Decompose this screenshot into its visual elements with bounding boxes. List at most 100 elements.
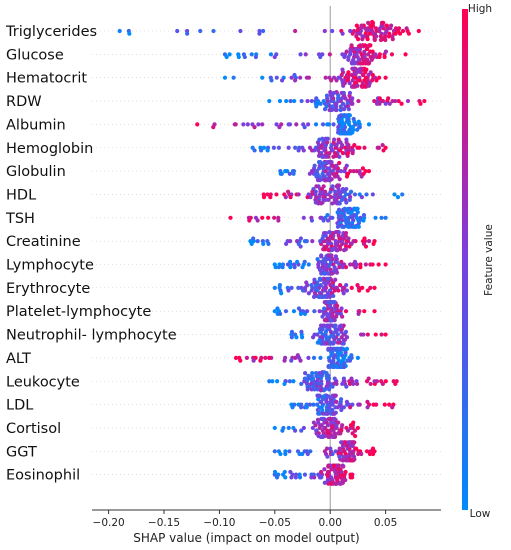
shap-dot (368, 70, 373, 75)
shap-dot (347, 113, 352, 118)
shap-dot (272, 425, 277, 431)
shap-dot (322, 178, 327, 183)
x-tick-label: −0.20 (93, 517, 125, 529)
shap-dot (333, 449, 338, 454)
shap-dot (343, 469, 348, 475)
shap-dot (318, 388, 324, 393)
shap-dot (333, 353, 338, 358)
shap-dot (335, 130, 341, 135)
shap-dot (338, 107, 343, 113)
shap-dot (356, 119, 361, 124)
shap-dot (195, 122, 200, 127)
shap-dot (329, 361, 334, 366)
shap-dot (322, 306, 327, 311)
shap-dot (340, 67, 345, 72)
shap-dot (302, 376, 307, 381)
x-tick-label: 0.00 (319, 517, 342, 529)
shap-dot (322, 271, 327, 276)
shap-dot (315, 257, 320, 262)
shap-dot (326, 271, 331, 276)
shap-dot (365, 26, 370, 31)
shap-dot (245, 122, 250, 127)
shap-dot (233, 355, 239, 360)
shap-dot (338, 397, 344, 402)
shap-dot (355, 283, 360, 288)
shap-dot (259, 148, 264, 153)
shap-dot (238, 358, 243, 363)
shap-dot (362, 309, 367, 314)
shap-dot (276, 265, 281, 270)
feature-label: Albumin (6, 117, 66, 133)
shap-dot (319, 434, 324, 440)
shap-dot (292, 265, 297, 270)
shap-dot (317, 137, 322, 142)
shap-dot (387, 101, 392, 106)
shap-dot (232, 122, 237, 127)
shap-dot (344, 186, 349, 192)
shap-dot (377, 75, 382, 80)
shap-dot (370, 78, 375, 83)
shap-dot (359, 195, 364, 200)
shap-dot (323, 288, 328, 293)
shap-dot (366, 376, 371, 381)
shap-dot (382, 402, 387, 407)
shap-dot (311, 294, 317, 299)
shap-dot (301, 148, 306, 153)
shap-dot (292, 402, 297, 407)
shap-dot (356, 37, 361, 42)
shap-dot (389, 52, 395, 57)
shap-dot (379, 215, 384, 220)
shap-dot (340, 463, 345, 468)
shap-dot (328, 481, 334, 486)
shap-dot (311, 402, 316, 407)
beeswarm-dots (117, 19, 427, 486)
shap-dot (330, 407, 335, 413)
shap-dot (261, 195, 267, 200)
shap-dot (365, 37, 370, 42)
shap-dot (313, 122, 319, 127)
shap-dot (353, 433, 358, 439)
shap-dot (312, 277, 317, 282)
shap-dot (354, 381, 360, 387)
shap-dot (260, 75, 265, 80)
shap-dot (309, 288, 314, 293)
shap-dot (350, 440, 355, 445)
shap-dot (366, 122, 372, 127)
shap-dot (315, 417, 321, 422)
shap-dot (377, 96, 382, 101)
shap-dot (282, 358, 287, 363)
shap-dot (312, 309, 317, 314)
shap-dot (317, 411, 322, 416)
shap-dot (381, 148, 386, 153)
shap-dot (345, 458, 350, 463)
shap-dot (372, 37, 377, 43)
shap-dot (354, 169, 359, 174)
shap-dot (329, 195, 334, 200)
shap-dot (327, 314, 332, 319)
shap-dot (307, 171, 312, 176)
shap-dot (242, 54, 247, 60)
shap-dot (332, 376, 337, 381)
shap-dot (340, 314, 345, 319)
shap-dot (325, 477, 330, 483)
shap-dot (330, 184, 335, 189)
shap-dot (340, 151, 345, 156)
shap-dot (314, 184, 319, 189)
shap-dot (376, 262, 381, 267)
shap-dot (339, 306, 344, 311)
shap-dot (347, 244, 352, 249)
shap-dot (318, 355, 323, 360)
shap-dot (331, 122, 336, 127)
shap-dot (305, 98, 310, 104)
shap-dot (319, 416, 324, 422)
shap-dot (286, 425, 291, 431)
shap-dot (384, 23, 389, 28)
shap-dot (352, 142, 357, 148)
shap-dot (288, 469, 293, 475)
shap-dot (316, 433, 321, 439)
shap-dot (348, 475, 353, 480)
shap-dot (258, 358, 263, 363)
shap-dot (328, 318, 333, 323)
shap-dot (305, 195, 310, 200)
shap-dot (322, 267, 327, 272)
